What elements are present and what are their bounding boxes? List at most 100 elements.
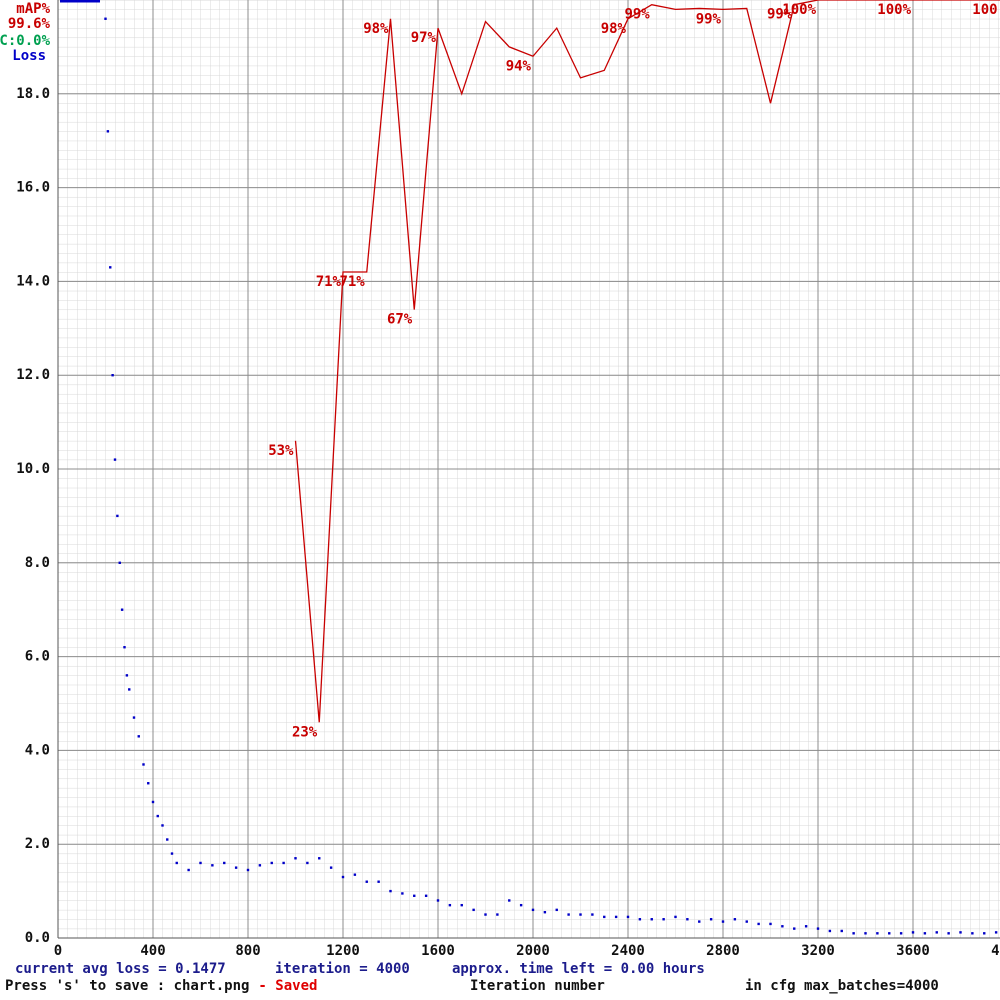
- loss-point: [947, 932, 950, 935]
- loss-point: [650, 918, 653, 921]
- loss-point: [686, 918, 689, 921]
- x-tick-label: 4000: [991, 943, 1000, 959]
- loss-point: [132, 716, 136, 719]
- y-tick-label: 6.0: [25, 649, 50, 665]
- loss-point: [769, 922, 772, 926]
- loss-point: [508, 899, 511, 902]
- loss-point: [899, 932, 903, 935]
- loss-point: [911, 931, 915, 934]
- map-label: 99%: [696, 11, 722, 27]
- loss-point: [496, 913, 499, 916]
- map-label: 100%: [877, 2, 911, 18]
- legend-map: mAP%: [16, 1, 50, 17]
- iteration: iteration = 4000: [275, 961, 410, 977]
- loss-point: [156, 814, 159, 818]
- loss-point: [745, 920, 748, 923]
- loss-point: [543, 911, 547, 914]
- loss-point: [460, 903, 463, 907]
- map-label: 71%: [316, 274, 342, 290]
- loss-point: [199, 861, 202, 865]
- loss-point: [472, 908, 475, 912]
- y-tick-label: 18.0: [16, 86, 50, 102]
- x-tick-label: 3600: [896, 943, 930, 959]
- loss-point: [365, 880, 368, 883]
- y-tick-label: 10.0: [16, 461, 50, 477]
- loss-point: [804, 925, 808, 928]
- loss-point: [120, 608, 124, 611]
- loss-point: [389, 889, 392, 893]
- loss-point: [258, 864, 262, 867]
- map-label: 67%: [387, 312, 413, 328]
- loss-point: [329, 866, 333, 869]
- loss-point: [484, 913, 487, 916]
- time-left: approx. time left = 0.00 hours: [452, 961, 705, 977]
- loss-point: [638, 918, 642, 921]
- loss-point: [151, 800, 155, 804]
- loss-point: [923, 932, 927, 935]
- loss-point: [709, 918, 713, 921]
- x-tick-label: 2000: [516, 943, 550, 959]
- loss-point: [161, 824, 164, 827]
- loss-point: [935, 931, 938, 934]
- loss-point: [341, 875, 345, 879]
- loss-point: [567, 913, 570, 916]
- loss-point: [377, 880, 380, 883]
- best-map: 99.6%: [8, 16, 51, 32]
- map-line: [294, 0, 1000, 723]
- loss-point: [142, 763, 145, 766]
- map-label: 99%: [624, 7, 650, 23]
- y-tick-label: 16.0: [16, 180, 50, 196]
- loss-point: [353, 873, 357, 876]
- loss-point: [531, 908, 535, 912]
- y-tick-label: 4.0: [25, 742, 50, 758]
- loss-point: [128, 688, 131, 691]
- loss-point: [519, 903, 523, 907]
- saved-status: - Saved: [250, 978, 317, 994]
- loss-point: [626, 915, 630, 919]
- loss-point: [211, 864, 214, 867]
- loss-point: [781, 925, 784, 928]
- map-label: 94%: [506, 58, 532, 74]
- loss-point: [270, 861, 273, 865]
- loss-point: [147, 782, 150, 785]
- loss-point: [294, 857, 297, 860]
- loss-point: [876, 932, 879, 935]
- loss-point: [555, 908, 558, 912]
- loss-point: [733, 918, 737, 921]
- loss-point: [118, 561, 121, 564]
- loss-point: [106, 130, 110, 133]
- x-axis-title: Iteration number: [470, 978, 605, 994]
- loss-point: [234, 866, 238, 869]
- loss-point: [111, 374, 114, 377]
- loss-point: [125, 674, 129, 677]
- loss-point: [166, 838, 169, 841]
- loss-point: [959, 931, 962, 934]
- loss-point: [170, 852, 174, 855]
- x-tick-label: 800: [235, 943, 260, 959]
- loss-point: [401, 892, 404, 895]
- loss-point: [828, 929, 832, 933]
- loss-point: [123, 646, 126, 649]
- loss-point: [614, 915, 618, 919]
- x-tick-label: 400: [140, 943, 165, 959]
- loss-point: [187, 868, 190, 872]
- loss-point: [282, 861, 285, 865]
- loss-point: [983, 932, 986, 935]
- loss-point: [888, 932, 891, 935]
- loss-point: [793, 927, 796, 930]
- avg-loss: current avg loss = 0.1477: [15, 961, 226, 977]
- loss-point: [448, 903, 452, 907]
- loss-point: [246, 868, 250, 872]
- loss-point: [137, 735, 140, 738]
- y-tick-label: 8.0: [25, 555, 50, 571]
- loss-point: [591, 913, 594, 916]
- loss-point: [223, 861, 226, 865]
- x-tick-label: 2800: [706, 943, 740, 959]
- loss-point: [852, 932, 855, 935]
- loss-point: [175, 861, 178, 865]
- map-label: 98%: [363, 21, 389, 37]
- map-label: 100(: [972, 2, 1000, 18]
- loss-point: [840, 929, 843, 933]
- x-tick-label: 1600: [421, 943, 455, 959]
